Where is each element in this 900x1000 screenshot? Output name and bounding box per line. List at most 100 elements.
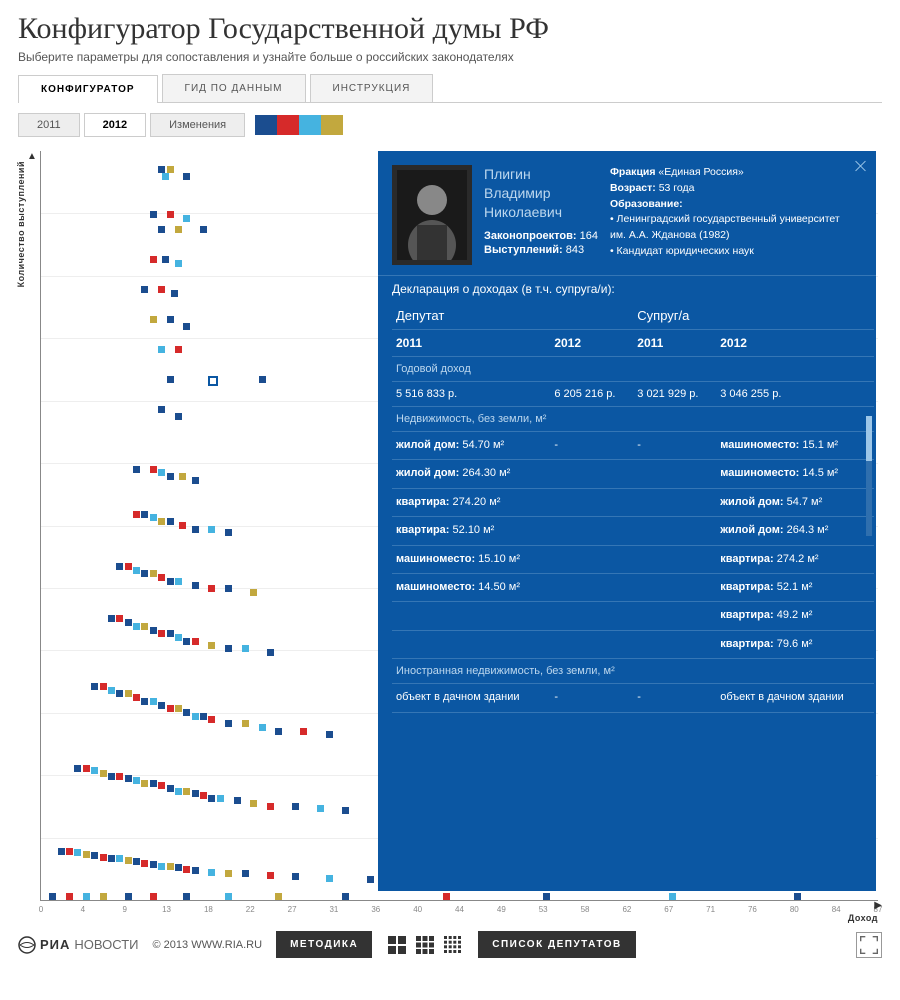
scatter-point[interactable] bbox=[208, 869, 215, 876]
scatter-point[interactable] bbox=[250, 589, 257, 596]
scatter-point[interactable] bbox=[150, 861, 157, 868]
scatter-point[interactable] bbox=[91, 767, 98, 774]
scatter-point[interactable] bbox=[200, 226, 207, 233]
scatter-point[interactable] bbox=[125, 775, 132, 782]
close-icon[interactable] bbox=[854, 159, 868, 173]
scatter-point[interactable] bbox=[108, 615, 115, 622]
scatter-point[interactable] bbox=[125, 893, 132, 900]
panel-scrollbar[interactable] bbox=[866, 416, 872, 536]
scatter-point[interactable] bbox=[108, 773, 115, 780]
scatter-point[interactable] bbox=[141, 780, 148, 787]
scatter-point[interactable] bbox=[141, 698, 148, 705]
scatter-point[interactable] bbox=[217, 795, 224, 802]
scatter-point[interactable] bbox=[275, 893, 282, 900]
scatter-point[interactable] bbox=[167, 518, 174, 525]
scatter-point[interactable] bbox=[669, 893, 676, 900]
scatter-point[interactable] bbox=[116, 615, 123, 622]
scatter-point[interactable] bbox=[74, 849, 81, 856]
scatter-point[interactable] bbox=[183, 173, 190, 180]
scatter-point[interactable] bbox=[192, 526, 199, 533]
scatter-point[interactable] bbox=[167, 705, 174, 712]
scatter-point[interactable] bbox=[116, 690, 123, 697]
scatter-point[interactable] bbox=[300, 728, 307, 735]
scatter-point[interactable] bbox=[259, 724, 266, 731]
scrollbar-thumb[interactable] bbox=[866, 416, 872, 461]
scatter-point[interactable] bbox=[150, 211, 157, 218]
scatter-point[interactable] bbox=[175, 260, 182, 267]
scatter-point[interactable] bbox=[167, 376, 174, 383]
scatter-point[interactable] bbox=[116, 773, 123, 780]
scatter-point[interactable] bbox=[125, 690, 132, 697]
scatter-point[interactable] bbox=[100, 854, 107, 861]
scatter-point[interactable] bbox=[133, 511, 140, 518]
scatter-point[interactable] bbox=[66, 893, 73, 900]
scatter-point[interactable] bbox=[150, 627, 157, 634]
scatter-point[interactable] bbox=[192, 582, 199, 589]
scatter-point[interactable] bbox=[367, 876, 374, 883]
scatter-point[interactable] bbox=[150, 256, 157, 263]
scatter-point[interactable] bbox=[167, 785, 174, 792]
scatter-point[interactable] bbox=[183, 709, 190, 716]
scatter-point[interactable] bbox=[326, 731, 333, 738]
scatter-point[interactable] bbox=[91, 852, 98, 859]
scatter-point[interactable] bbox=[794, 893, 801, 900]
scatter-point[interactable] bbox=[141, 860, 148, 867]
scatter-point[interactable] bbox=[317, 805, 324, 812]
scatter-point[interactable] bbox=[158, 518, 165, 525]
scatter-point[interactable] bbox=[125, 563, 132, 570]
scatter-point[interactable] bbox=[158, 286, 165, 293]
scatter-point[interactable] bbox=[234, 797, 241, 804]
scatter-point[interactable] bbox=[83, 765, 90, 772]
scatter-point[interactable] bbox=[225, 893, 232, 900]
scatter-point[interactable] bbox=[175, 413, 182, 420]
scatter-point[interactable] bbox=[167, 316, 174, 323]
scatter-point[interactable] bbox=[125, 619, 132, 626]
scatter-point[interactable] bbox=[133, 567, 140, 574]
deputies-list-button[interactable]: СПИСОК ДЕПУТАТОВ bbox=[478, 931, 636, 958]
scatter-point[interactable] bbox=[183, 323, 190, 330]
scatter-point[interactable] bbox=[192, 790, 199, 797]
scatter-point[interactable] bbox=[162, 256, 169, 263]
methodology-button[interactable]: МЕТОДИКА bbox=[276, 931, 372, 958]
legend-swatch[interactable] bbox=[299, 115, 321, 135]
scatter-point[interactable] bbox=[116, 855, 123, 862]
scatter-point[interactable] bbox=[171, 290, 178, 297]
scatter-point[interactable] bbox=[192, 638, 199, 645]
scatter-point[interactable] bbox=[150, 780, 157, 787]
scatter-point[interactable] bbox=[543, 893, 550, 900]
scatter-point[interactable] bbox=[167, 211, 174, 218]
scatter-point[interactable] bbox=[192, 477, 199, 484]
scatter-point[interactable] bbox=[158, 166, 165, 173]
scatter-point[interactable] bbox=[150, 316, 157, 323]
scatter-point[interactable] bbox=[150, 466, 157, 473]
scatter-point[interactable] bbox=[49, 893, 56, 900]
scatter-point[interactable] bbox=[242, 720, 249, 727]
scatter-point[interactable] bbox=[225, 529, 232, 536]
scatter-point[interactable] bbox=[267, 649, 274, 656]
scatter-point[interactable] bbox=[275, 728, 282, 735]
scatter-point[interactable] bbox=[183, 638, 190, 645]
scatter-point[interactable] bbox=[208, 585, 215, 592]
scatter-point[interactable] bbox=[225, 720, 232, 727]
scatter-point[interactable] bbox=[133, 694, 140, 701]
year-2012-button[interactable]: 2012 bbox=[84, 113, 146, 137]
scatter-point[interactable] bbox=[83, 851, 90, 858]
scatter-point[interactable] bbox=[83, 893, 90, 900]
scatter-point[interactable] bbox=[175, 346, 182, 353]
scatter-point[interactable] bbox=[175, 578, 182, 585]
scatter-point[interactable] bbox=[225, 585, 232, 592]
scatter-point[interactable] bbox=[183, 866, 190, 873]
scatter-point[interactable] bbox=[250, 800, 257, 807]
scatter-point[interactable] bbox=[150, 570, 157, 577]
scatter-point[interactable] bbox=[116, 563, 123, 570]
scatter-point[interactable] bbox=[150, 514, 157, 521]
scatter-point[interactable] bbox=[179, 522, 186, 529]
scatter-point[interactable] bbox=[150, 698, 157, 705]
scatter-point[interactable] bbox=[225, 645, 232, 652]
scatter-point[interactable] bbox=[141, 570, 148, 577]
scatter-point[interactable] bbox=[342, 893, 349, 900]
scatter-point[interactable] bbox=[158, 469, 165, 476]
scatter-point[interactable] bbox=[175, 705, 182, 712]
scatter-point[interactable] bbox=[158, 702, 165, 709]
scatter-point[interactable] bbox=[133, 623, 140, 630]
